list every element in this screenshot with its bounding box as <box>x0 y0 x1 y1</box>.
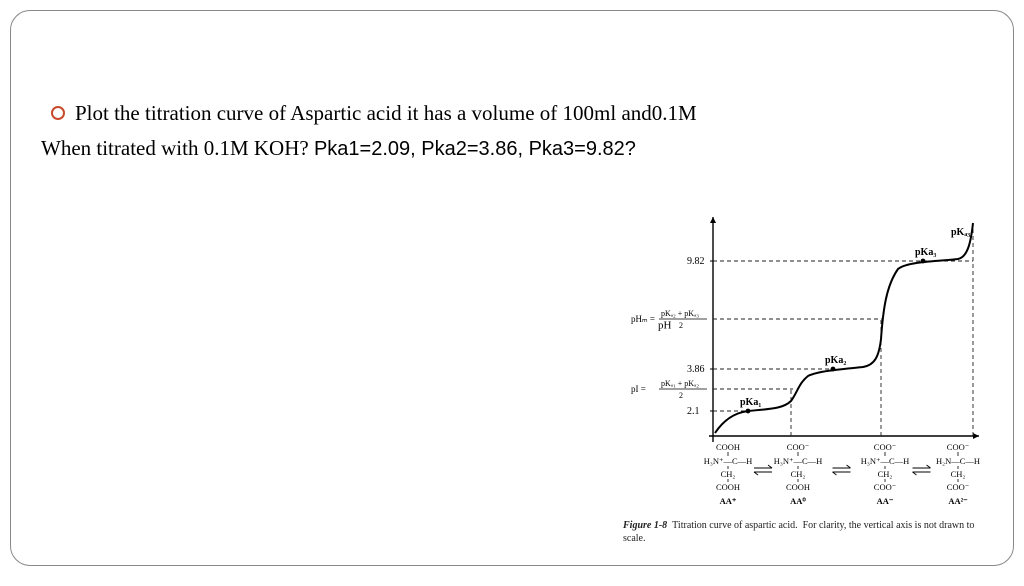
svg-text:COOH: COOH <box>786 482 810 492</box>
chart-svg: pH 2.1 3.86 9.82 pKa₁ pKa₂ pKa₃ pKₐ₃ pHₘ = pKₐ₂ +… <box>623 211 993 511</box>
caption-text: Titration curve of aspartic acid. For cl… <box>623 520 974 544</box>
svg-text:pKa₂: pKa₂ <box>825 355 846 366</box>
bullet-text: Plot the titration curve of Aspartic aci… <box>75 101 697 125</box>
svg-text:H₃N⁺—C—H: H₃N⁺—C—H <box>704 456 753 466</box>
svg-text:pKa₁: pKa₁ <box>740 397 761 408</box>
figure-caption: Figure 1-8 Titration curve of aspartic a… <box>623 520 993 545</box>
svg-text:3.86: 3.86 <box>687 364 705 375</box>
svg-text:pKa₃: pKa₃ <box>915 247 936 258</box>
titration-chart: pH 2.1 3.86 9.82 pKa₁ pKa₂ pKa₃ pKₐ₃ pHₘ = pKₐ₂ +… <box>623 211 993 545</box>
bullet-line: Plot the titration curve of Aspartic aci… <box>51 101 983 126</box>
svg-text:pI =: pI = <box>631 384 646 394</box>
svg-text:pKₐ₁ + pKₐ₂: pKₐ₁ + pKₐ₂ <box>661 379 699 388</box>
svg-text:AA⁻: AA⁻ <box>877 496 894 506</box>
svg-text:CH₂: CH₂ <box>878 469 893 479</box>
svg-text:H₃N⁺—C—H: H₃N⁺—C—H <box>861 456 910 466</box>
svg-text:9.82: 9.82 <box>687 256 705 267</box>
caption-label: Figure 1-8 <box>623 520 667 531</box>
svg-text:2: 2 <box>679 321 683 330</box>
svg-text:AA⁰: AA⁰ <box>790 496 806 506</box>
svg-text:COO⁻: COO⁻ <box>874 442 897 452</box>
svg-text:COO⁻: COO⁻ <box>787 442 810 452</box>
svg-text:COO⁻: COO⁻ <box>947 482 970 492</box>
svg-text:COOH: COOH <box>716 482 740 492</box>
slide-frame: Plot the titration curve of Aspartic aci… <box>10 10 1014 566</box>
svg-text:H₃N⁺—C—H: H₃N⁺—C—H <box>774 456 823 466</box>
sub-line-a: When titrated with 0.1M KOH? <box>41 136 314 160</box>
svg-text:2: 2 <box>679 391 683 400</box>
svg-text:pHₘ =: pHₘ = <box>631 314 655 324</box>
sub-line: When titrated with 0.1M KOH? Pka1=2.09, … <box>41 136 983 161</box>
svg-text:CH₂: CH₂ <box>721 469 736 479</box>
svg-text:AA²⁻: AA²⁻ <box>948 496 968 506</box>
svg-text:H₂N—C—H: H₂N—C—H <box>936 456 980 466</box>
svg-text:pKₐ₂ + pKₐ₃: pKₐ₂ + pKₐ₃ <box>661 309 699 318</box>
svg-text:CH₂: CH₂ <box>951 469 966 479</box>
svg-text:pH: pH <box>658 320 672 332</box>
sub-line-b: Pka1=2.09, Pka2=3.86, Pka3=9.82? <box>314 138 636 160</box>
svg-text:pKₐ₃: pKₐ₃ <box>951 227 970 238</box>
svg-text:CH₂: CH₂ <box>791 469 806 479</box>
svg-text:2.1: 2.1 <box>687 406 700 417</box>
bullet-icon <box>51 106 65 120</box>
svg-text:COO⁻: COO⁻ <box>947 442 970 452</box>
svg-text:COOH: COOH <box>716 442 740 452</box>
svg-text:AA⁺: AA⁺ <box>720 496 737 506</box>
svg-text:COO⁻: COO⁻ <box>874 482 897 492</box>
